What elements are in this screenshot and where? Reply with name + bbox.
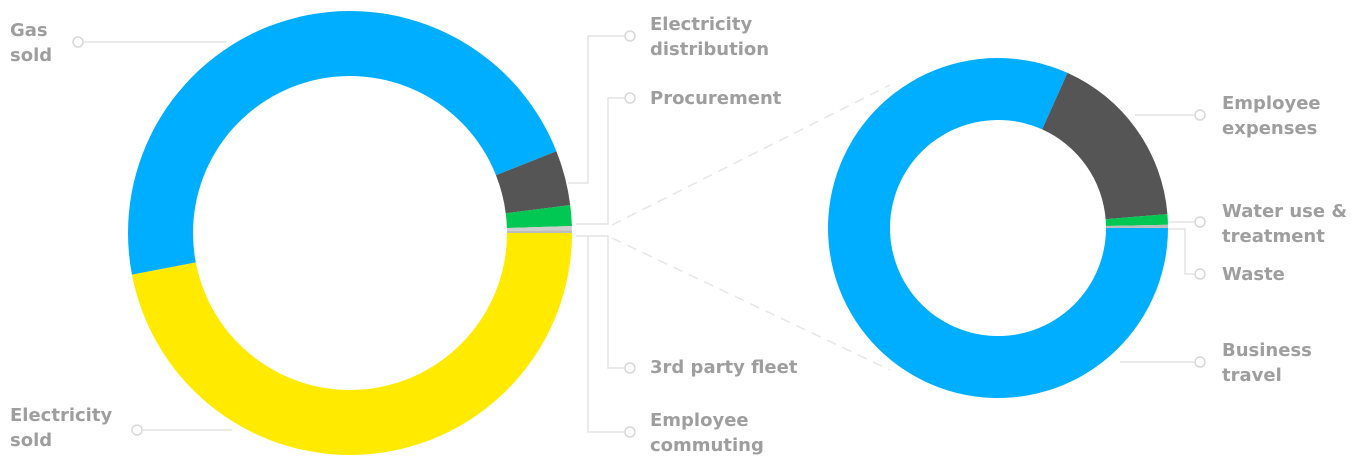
connector-dot (1194, 356, 1206, 368)
connector (568, 35, 624, 184)
donut-segment (1105, 224, 1168, 228)
donut-segment (505, 205, 572, 229)
connector-dot (1194, 268, 1206, 280)
segment-label: Procurement (650, 88, 782, 109)
segment-label: 3rd party fleet (650, 357, 798, 378)
donut-segment (1042, 72, 1168, 220)
connector-dot (1194, 109, 1206, 121)
segment-label: Employee expenses (1222, 93, 1321, 139)
connector-dot (624, 92, 636, 104)
segment-label: Waste (1222, 264, 1285, 285)
connector-dot (72, 36, 84, 48)
connector-dot (1194, 216, 1206, 228)
connector-dot (131, 424, 143, 436)
explode-line (611, 84, 891, 226)
segment-label: Employee commuting (650, 410, 764, 456)
donut-segment (127, 10, 557, 275)
donut-segment (131, 233, 572, 456)
connector-dot (624, 30, 636, 42)
segment-label: Business travel (1222, 340, 1312, 386)
segment-label: Water use & treatment (1222, 201, 1348, 247)
donut-segment (506, 226, 572, 232)
connector (576, 235, 624, 369)
donut-segment (828, 58, 1168, 399)
segment-label: Electricity sold (10, 405, 113, 451)
segment-label: Gas sold (10, 20, 53, 66)
segment-label: Electricity distribution (650, 14, 770, 60)
connector (1168, 228, 1194, 275)
connector-dot (624, 362, 636, 374)
donut-segment (1105, 214, 1168, 226)
donut-segment (506, 230, 572, 233)
connector-dot (624, 426, 636, 438)
connector (576, 97, 624, 225)
connector (587, 236, 624, 433)
explode-line (611, 237, 891, 371)
donut-segment (495, 151, 571, 214)
